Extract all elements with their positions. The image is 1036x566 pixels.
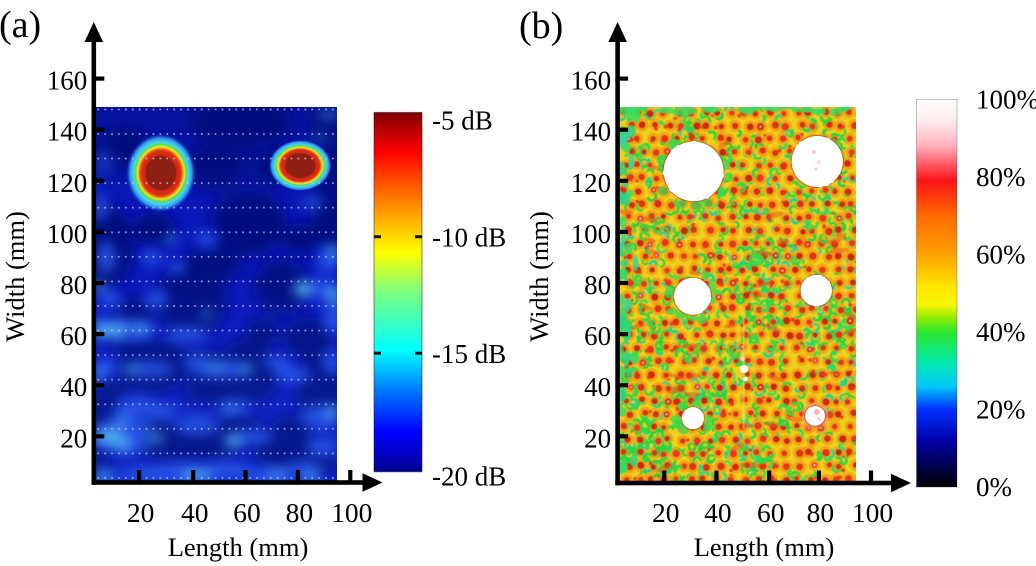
svg-text:60%: 60% (976, 240, 1026, 270)
svg-text:100: 100 (47, 219, 88, 249)
svg-text:Length (mm): Length (mm) (694, 532, 835, 562)
svg-text:20: 20 (652, 497, 680, 528)
svg-text:80: 80 (60, 270, 87, 300)
svg-text:60: 60 (757, 497, 785, 528)
svg-text:40: 40 (704, 497, 732, 528)
svg-text:80: 80 (286, 497, 314, 528)
svg-text:-5 dB: -5 dB (432, 105, 493, 135)
svg-text:60: 60 (60, 321, 87, 351)
svg-text:40: 40 (584, 372, 611, 402)
svg-text:20: 20 (127, 497, 155, 528)
svg-text:-10 dB: -10 dB (432, 223, 506, 253)
svg-text:(a): (a) (0, 4, 41, 46)
svg-text:40: 40 (181, 497, 209, 528)
svg-text:0%: 0% (976, 472, 1012, 502)
svg-text:60: 60 (233, 497, 261, 528)
svg-text:80: 80 (807, 497, 835, 528)
svg-text:120: 120 (47, 168, 88, 198)
svg-text:Width (mm): Width (mm) (0, 211, 30, 342)
svg-text:100: 100 (852, 497, 893, 528)
svg-text:Width (mm): Width (mm) (524, 211, 554, 342)
svg-text:-20 dB: -20 dB (432, 461, 506, 491)
svg-text:100: 100 (331, 497, 372, 528)
svg-text:80: 80 (584, 270, 611, 300)
svg-text:Length (mm): Length (mm) (168, 532, 309, 562)
svg-text:60: 60 (584, 321, 611, 351)
svg-text:140: 140 (571, 117, 612, 147)
svg-text:160: 160 (571, 66, 612, 96)
svg-text:140: 140 (47, 117, 88, 147)
svg-text:(b): (b) (519, 5, 563, 47)
svg-text:20: 20 (584, 423, 611, 453)
svg-text:20%: 20% (976, 395, 1026, 425)
svg-text:40%: 40% (976, 317, 1026, 347)
svg-text:120: 120 (571, 168, 612, 198)
svg-text:20: 20 (60, 423, 87, 453)
svg-text:100: 100 (571, 219, 612, 249)
svg-text:80%: 80% (976, 162, 1026, 192)
svg-text:160: 160 (47, 66, 88, 96)
svg-text:100%: 100% (976, 85, 1036, 115)
svg-text:-15 dB: -15 dB (432, 339, 506, 369)
svg-text:40: 40 (60, 372, 87, 402)
